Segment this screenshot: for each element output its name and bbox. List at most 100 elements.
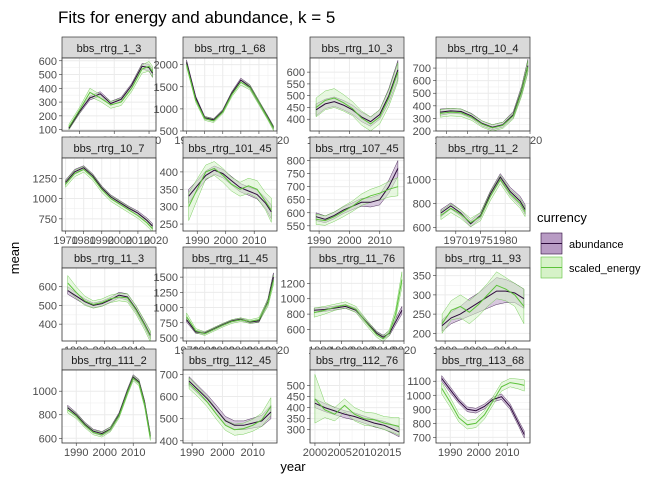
y-tick-label: 500: [287, 91, 305, 103]
x-tick-label: 1990: [438, 447, 462, 459]
line-abundance: [315, 168, 399, 220]
y-tick-label: 1000: [154, 303, 178, 315]
panel-grid: bbs_rtrg_1_31990200020101002003004005006…: [33, 36, 542, 459]
ribbon-scaled_energy: [188, 161, 272, 223]
panel: bbs_rtrg_112_45 1990 2000 2010 400 500 600 700: [160, 348, 278, 459]
panel-border: [182, 369, 278, 444]
panel-border: [309, 157, 405, 232]
y-tick-label: 400: [160, 167, 178, 179]
panel-border: [309, 267, 405, 342]
panel: bbs_rtrg_11_7619801990200020102020600800…: [281, 246, 416, 357]
y-tick-label: 300: [39, 97, 57, 109]
panel-background: [62, 268, 156, 341]
line-scaled_energy: [315, 71, 399, 125]
panel: bbs_rtrg_1_68197019801990200020102020500…: [154, 36, 289, 147]
panel-border: [61, 369, 157, 444]
panel-background: [183, 58, 277, 131]
facet-label: bbs_rtrg_112_76: [316, 355, 398, 367]
legend-title: currency: [537, 210, 587, 225]
line-abundance: [441, 378, 525, 435]
x-tick-label: 1970: [444, 235, 468, 247]
y-tick-label: 600: [287, 208, 305, 220]
line-abundance: [188, 169, 272, 213]
panel: bbs_rtrg_101_45 1990 2000 2010 250 300 350 400: [160, 136, 278, 247]
line-scaled_energy: [188, 167, 272, 211]
y-tick-label: 750: [287, 169, 305, 181]
panel-border: [435, 369, 531, 444]
x-tick-label: 2005: [327, 447, 351, 459]
y-tick-label: 800: [287, 309, 305, 321]
y-tick-label: 300: [287, 425, 305, 437]
y-tick-label: 1000: [33, 194, 57, 206]
y-tick-label: 750: [160, 318, 178, 330]
line-scaled_energy: [65, 168, 153, 229]
y-tick-label: 450: [287, 392, 305, 404]
line-scaled_energy: [440, 66, 529, 129]
line-abundance: [314, 402, 400, 433]
y-tick-label: 700: [160, 369, 178, 381]
x-tick-label: 2000: [92, 447, 116, 459]
x-tick-label: 1970: [53, 235, 77, 247]
panel-border: [61, 157, 157, 232]
chart-title: Fits for energy and abundance, k = 5: [58, 8, 335, 27]
facet-label: bbs_rtrg_11_76: [319, 253, 395, 265]
y-tick-label: 400: [39, 83, 57, 95]
y-tick-label: 1200: [281, 278, 305, 290]
panel: bbs_rtrg_111_2 1990 2000 2010 600 800 1000: [33, 348, 157, 459]
panel: bbs_rtrg_11_93199020002010200250300350: [413, 246, 531, 357]
x-tick-label: 2000: [210, 447, 234, 459]
y-tick-label: 500: [160, 333, 178, 345]
y-tick-label: 550: [287, 221, 305, 233]
y-tick-label: 600: [287, 324, 305, 336]
panel-border: [61, 267, 157, 342]
y-tick-label: 1500: [154, 272, 178, 284]
line-abundance: [65, 167, 153, 227]
x-tick-label: 1980: [493, 235, 517, 247]
line-scaled_energy: [186, 64, 274, 129]
x-tick-label: 2010: [240, 447, 264, 459]
facet-label: bbs_rtrg_10_4: [448, 43, 519, 55]
x-tick-label: 2010: [352, 447, 376, 459]
line-scaled_energy: [186, 280, 274, 335]
facet-label: bbs_rtrg_1_3: [77, 43, 142, 55]
y-tick-label: 1000: [33, 386, 57, 398]
panel-background: [436, 58, 530, 131]
panel: bbs_rtrg_11_4519701980199020002010202050…: [154, 246, 289, 357]
y-tick-label: 500: [413, 88, 431, 100]
facet-label: bbs_rtrg_101_45: [188, 143, 271, 155]
panel: bbs_rtrg_10_3199020002010400450500550600: [287, 36, 405, 147]
y-tick-label: 1000: [407, 175, 431, 187]
line-scaled_energy: [441, 284, 525, 324]
panel-border: [61, 57, 157, 132]
panel-background: [310, 268, 404, 341]
y-tick-label: 1000: [281, 294, 305, 306]
ribbon-scaled_energy: [315, 177, 399, 226]
x-tick-label: 1990: [64, 447, 88, 459]
facet-label: bbs_rtrg_10_3: [322, 43, 393, 55]
panel-border: [182, 57, 278, 132]
x-tick-label: 2010: [126, 235, 150, 247]
panel: bbs_rtrg_10_4198019902000201020202003004…: [413, 36, 542, 147]
facet-label: bbs_rtrg_11_45: [192, 253, 268, 265]
y-tick-label: 800: [287, 156, 305, 168]
line-scaled_energy: [68, 65, 153, 128]
panel: bbs_rtrg_113_68 1990 2000 2010 700 800 900 1000…: [407, 348, 531, 459]
panel-border: [309, 57, 405, 132]
y-tick-label: 200: [413, 328, 431, 340]
line-scaled_energy: [441, 382, 525, 426]
ribbon-scaled_energy: [65, 166, 153, 231]
legend: currency abundance scaled_energy: [537, 210, 641, 279]
x-axis-title: year: [280, 459, 306, 474]
y-tick-label: 500: [287, 380, 305, 392]
y-tick-label: 600: [287, 67, 305, 79]
panel-border: [309, 369, 405, 444]
facet-label: bbs_rtrg_107_45: [315, 143, 398, 155]
facet-label: bbs_rtrg_11_2: [448, 143, 518, 155]
line-abundance: [440, 176, 526, 225]
y-tick-label: 400: [39, 319, 57, 331]
facet-label: bbs_rtrg_113_68: [442, 355, 524, 367]
panel-background: [183, 268, 277, 341]
line-scaled_energy: [314, 279, 403, 340]
y-tick-label: 1000: [154, 104, 178, 116]
ribbon-scaled_energy: [314, 271, 403, 341]
